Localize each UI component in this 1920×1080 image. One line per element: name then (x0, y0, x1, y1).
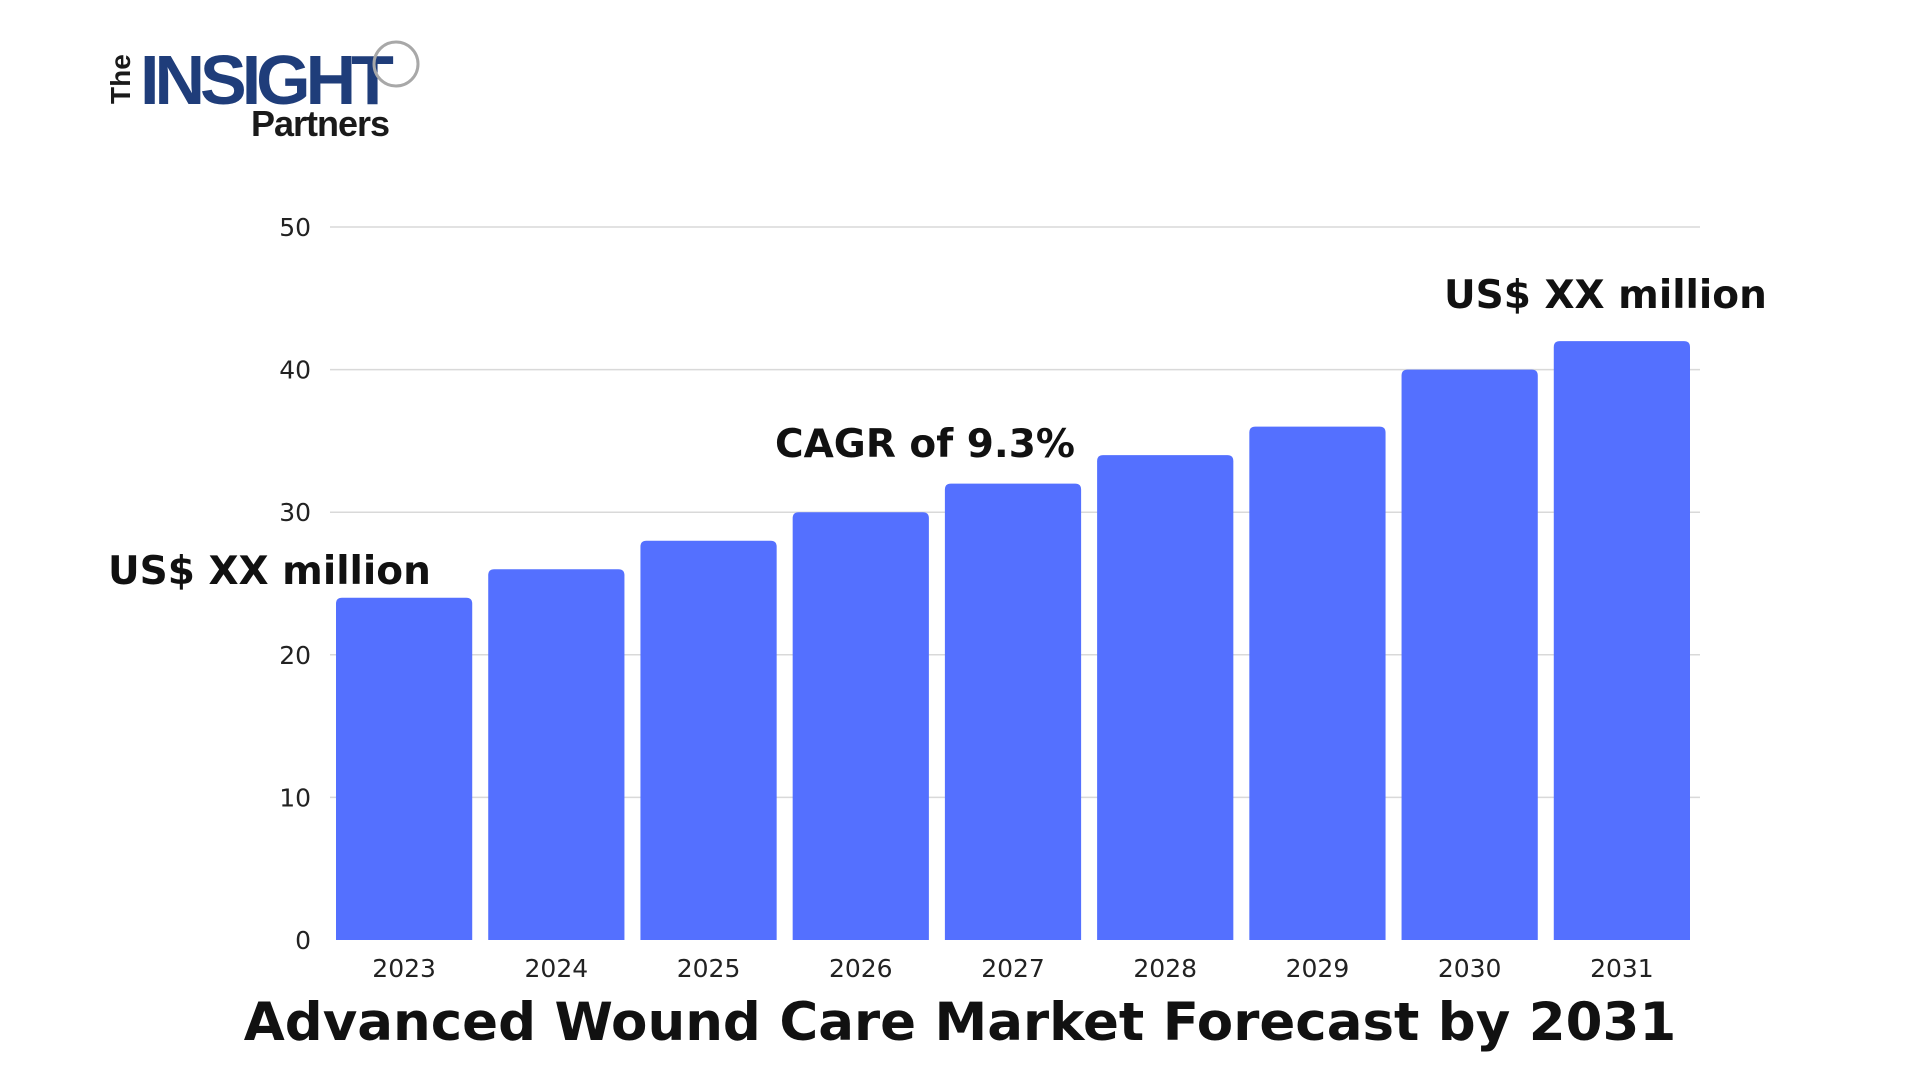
bar-2029 (1249, 426, 1386, 940)
y-tick-label: 40 (279, 356, 311, 385)
x-tick-label: 2024 (525, 954, 589, 983)
x-tick-label: 2026 (829, 954, 893, 983)
x-axis-ticks: 2023 2024 2025 2026 2027 2028 2029 2030 2031 (372, 954, 1653, 983)
end-value-annotation: US$ XX million (1444, 273, 1767, 318)
x-tick-label: 2027 (981, 954, 1045, 983)
y-tick-label: 10 (279, 783, 311, 812)
bar-2023 (336, 597, 473, 940)
start-value-annotation: US$ XX million (108, 549, 431, 594)
cagr-annotation: CAGR of 9.3% (775, 422, 1075, 467)
logo-word-insight: INSIGHT (140, 41, 393, 119)
bar-2028 (1097, 455, 1234, 940)
logo-word-the: The (108, 54, 136, 104)
chart-title: Advanced Wound Care Market Forecast by 2… (244, 992, 1677, 1053)
x-tick-label: 2030 (1438, 954, 1502, 983)
y-tick-label: 30 (279, 498, 311, 527)
x-tick-label: 2028 (1133, 954, 1197, 983)
y-axis-ticks: 0 10 20 30 40 50 (279, 213, 311, 955)
logo-ring-icon (372, 40, 420, 88)
x-tick-label: 2025 (677, 954, 741, 983)
y-tick-label: 0 (295, 926, 311, 955)
bar-2031 (1553, 341, 1690, 941)
y-tick-label: 50 (279, 213, 311, 242)
logo-word-partners: Partners (251, 103, 389, 142)
bar-2025 (640, 540, 777, 940)
x-tick-label: 2023 (372, 954, 436, 983)
y-tick-label: 20 (279, 641, 311, 670)
x-tick-label: 2031 (1590, 954, 1654, 983)
bar-2027 (944, 483, 1082, 940)
bars (336, 341, 1690, 941)
bar-2030 (1401, 369, 1538, 941)
insight-partners-logo-graphic: The INSIGHT Partners (108, 40, 420, 142)
x-tick-label: 2029 (1286, 954, 1350, 983)
bar-2024 (488, 569, 625, 940)
bar-2026 (792, 512, 929, 940)
company-logo: The INSIGHT Partners (108, 22, 448, 142)
